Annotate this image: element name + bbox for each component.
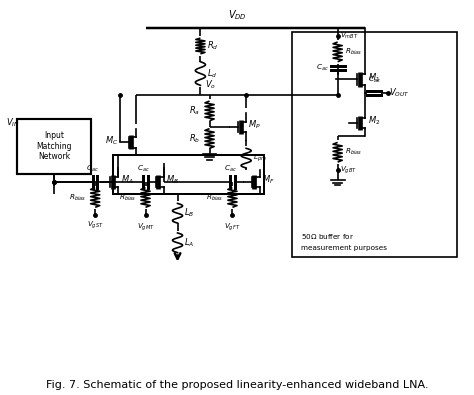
Text: $L_B$: $L_B$ xyxy=(184,207,195,220)
Text: $C_{ac}$: $C_{ac}$ xyxy=(137,164,150,174)
Text: $V_{IN}$: $V_{IN}$ xyxy=(6,117,20,129)
Text: $V_{gBT}$: $V_{gBT}$ xyxy=(340,164,357,176)
Text: $C_{ac}$: $C_{ac}$ xyxy=(86,164,100,174)
Text: $M_C$: $M_C$ xyxy=(105,134,118,147)
Bar xyxy=(18,119,91,174)
Text: $C_{ac}$: $C_{ac}$ xyxy=(316,62,328,73)
Text: $L_A$: $L_A$ xyxy=(184,237,195,249)
Text: $R_{bias}$: $R_{bias}$ xyxy=(119,192,137,203)
Text: $L_{pm}$: $L_{pm}$ xyxy=(253,152,267,164)
Text: $R_{bias}$: $R_{bias}$ xyxy=(345,147,362,157)
Text: $R_a$: $R_a$ xyxy=(190,105,201,117)
Text: $R_{bias}$: $R_{bias}$ xyxy=(69,192,86,203)
Text: 50$\Omega$ buffer for: 50$\Omega$ buffer for xyxy=(301,232,354,241)
Text: $M_P$: $M_P$ xyxy=(248,118,261,131)
Text: $L_d$: $L_d$ xyxy=(207,67,218,80)
Text: $V_{gMT}$: $V_{gMT}$ xyxy=(137,221,155,233)
Text: $V_{OUT}$: $V_{OUT}$ xyxy=(389,87,410,100)
Text: $V_{gST}$: $V_{gST}$ xyxy=(87,219,104,231)
Text: $C_{ac}$: $C_{ac}$ xyxy=(224,164,237,174)
Text: $C_{ac}$: $C_{ac}$ xyxy=(368,75,381,85)
Text: measurement purposes: measurement purposes xyxy=(301,245,387,251)
Text: $R_{bias}$: $R_{bias}$ xyxy=(345,47,362,57)
Text: $V_{gFT}$: $V_{gFT}$ xyxy=(224,221,241,233)
Text: $V_{mBT}$: $V_{mBT}$ xyxy=(340,31,359,41)
Text: Input
Matching
Network: Input Matching Network xyxy=(36,132,72,161)
Text: $M_A$: $M_A$ xyxy=(121,173,134,186)
Text: $R_b$: $R_b$ xyxy=(189,132,201,145)
Text: Fig. 7. Schematic of the proposed linearity-enhanced wideband LNA.: Fig. 7. Schematic of the proposed linear… xyxy=(46,380,428,390)
Text: $V_o$: $V_o$ xyxy=(205,79,216,91)
Text: $V_{DD}$: $V_{DD}$ xyxy=(228,9,246,23)
Text: $R_d$: $R_d$ xyxy=(207,40,219,52)
Text: $R_{bias}$: $R_{bias}$ xyxy=(206,192,223,203)
Text: $M_1$: $M_1$ xyxy=(368,71,380,84)
Text: $M_2$: $M_2$ xyxy=(368,115,380,127)
Bar xyxy=(292,32,456,256)
Bar xyxy=(113,155,264,194)
Text: $M_F$: $M_F$ xyxy=(262,173,275,186)
Text: $M_B$: $M_B$ xyxy=(166,173,179,186)
